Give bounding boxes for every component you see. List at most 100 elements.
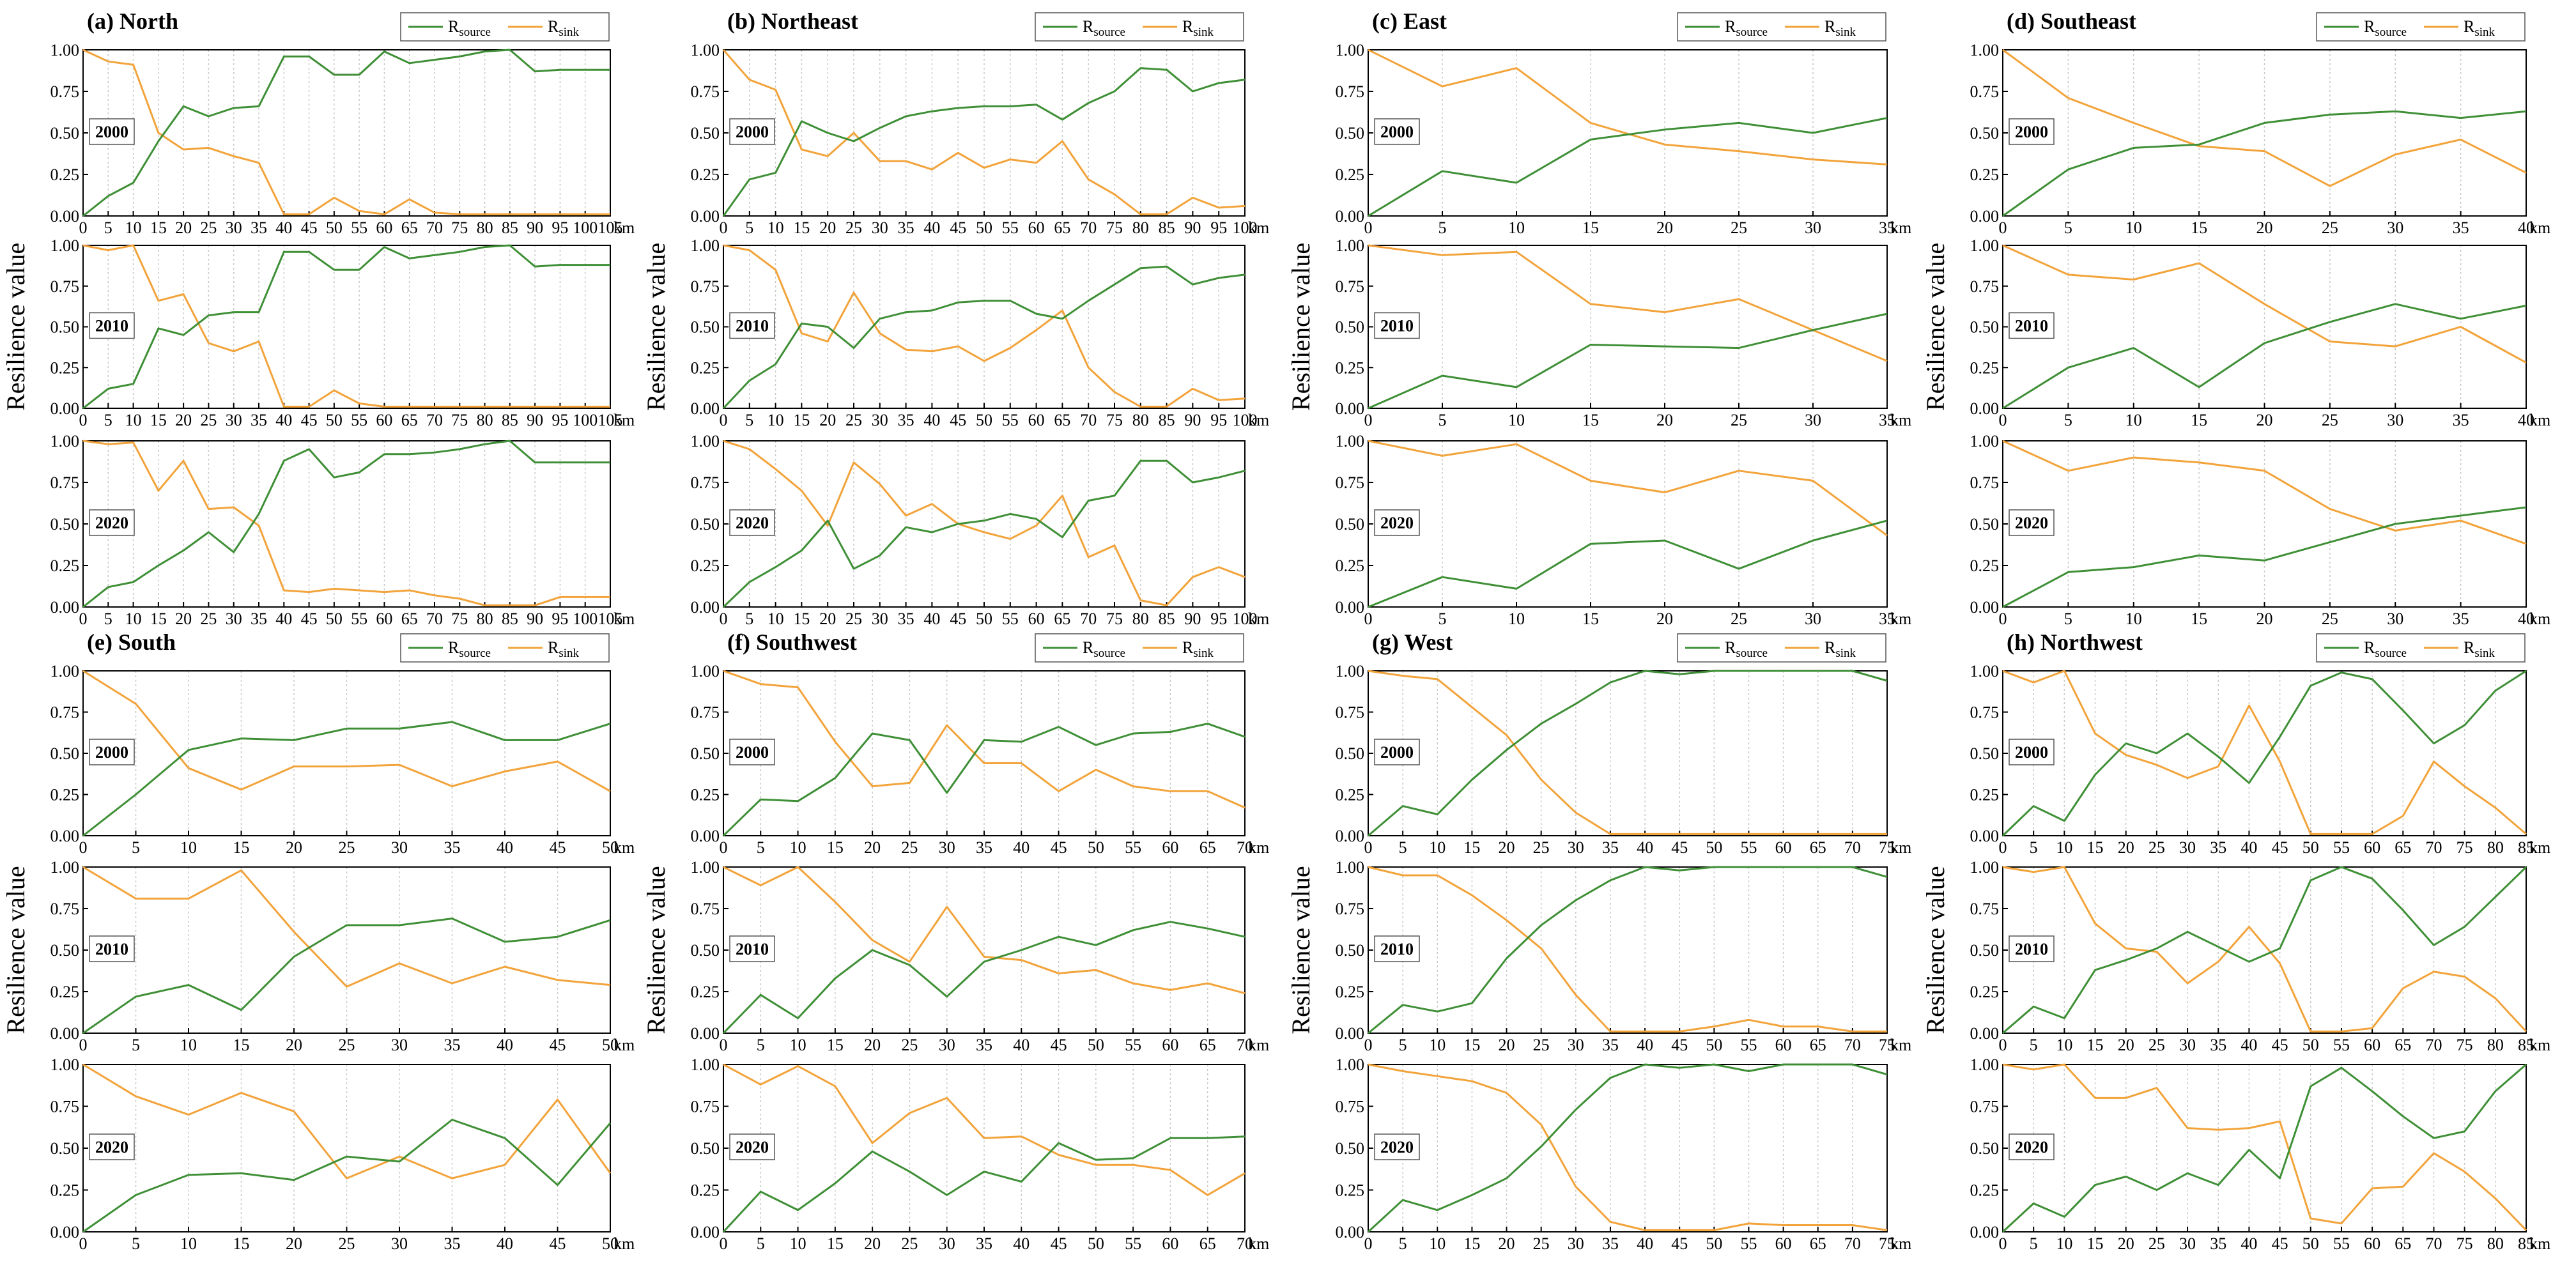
y-tick-label: 0.50 <box>1970 744 2000 763</box>
x-tick-label: 30 <box>226 610 242 628</box>
series-line-R-sink <box>2002 440 2527 545</box>
year-label-box <box>2009 1133 2055 1160</box>
x-tick-label: 35 <box>1602 1234 1619 1253</box>
x-tick-label: 80 <box>1132 411 1149 429</box>
legend-sink-label: Rsink <box>1824 17 1856 39</box>
x-tick-label: 100 <box>1233 610 1258 628</box>
x-tick-label: 85 <box>2518 1036 2534 1054</box>
x-tick-label: 50 <box>976 411 992 429</box>
x-unit-label: km <box>613 1036 635 1054</box>
y-tick-label: 0.25 <box>1970 983 2000 1001</box>
x-tick-label: 50 <box>2302 1036 2319 1054</box>
x-tick-label: 0 <box>1364 1234 1373 1253</box>
x-tick-label: 35 <box>898 610 914 628</box>
y-tick-label: 0.50 <box>1970 941 2000 960</box>
x-tick-label: 35 <box>444 1234 461 1253</box>
x-tick-label: 95 <box>1210 411 1227 429</box>
y-tick-label: 0.00 <box>691 1223 720 1241</box>
x-tick-label: 45 <box>1051 838 1067 857</box>
x-tick-label: 80 <box>2487 1036 2504 1054</box>
y-tick-label: 0.50 <box>1336 744 1365 763</box>
y-tick-label: 1.00 <box>1336 236 1365 255</box>
x-tick-label: 85 <box>1159 411 1175 429</box>
x-tick-label: 40 <box>1013 1036 1030 1054</box>
subplot-2000: 0.00 0.25 0.50 0.75 1.00 0 5 10 15 20 25 30 35 40 45 50… <box>1336 662 1912 857</box>
year-label-box <box>89 118 135 145</box>
legend-sink-label-subscript: sink <box>1835 647 1856 660</box>
x-tick-label: 15 <box>1463 1234 1480 1253</box>
x-tick-label: 75 <box>1106 411 1123 429</box>
year-label: 2010 <box>736 317 769 335</box>
x-tick-label: 50 <box>976 219 992 237</box>
x-tick-label: 70 <box>2425 838 2442 857</box>
x-tick-label: 0 <box>1364 1036 1373 1054</box>
plot-frame <box>1368 670 1888 836</box>
x-tick-label: 10 <box>2056 1036 2072 1054</box>
x-tick-label: 20 <box>2118 838 2134 857</box>
x-tick-label: 65 <box>1199 1234 1216 1253</box>
x-tick-label: 45 <box>2272 1036 2288 1054</box>
x-tick-label: 80 <box>1132 610 1149 628</box>
y-tick-label: 1.00 <box>1970 41 2000 59</box>
series-line-R-sink <box>723 1063 1246 1196</box>
x-tick-label: 25 <box>901 1234 918 1253</box>
x-tick-label: 25 <box>200 219 217 237</box>
x-tick-label: 85 <box>502 219 518 237</box>
year-label-box <box>729 1133 775 1160</box>
x-tick-label: 25 <box>2322 219 2338 237</box>
x-tick-label: 55 <box>1740 1036 1757 1054</box>
x-tick-label: 55 <box>1125 1234 1141 1253</box>
x-tick-label: 45 <box>950 411 966 429</box>
subplot-2010: 0.00 0.25 0.50 0.75 1.00 0 5 10 15 20 25 30 35 40 45 50… <box>691 858 1270 1054</box>
series-line-R-source <box>722 921 1246 1034</box>
y-tick-label: 0.25 <box>1336 557 1365 575</box>
x-unit-label: km <box>1890 219 1911 237</box>
y-tick-label: 0.50 <box>50 318 80 337</box>
x-tick-label: 60 <box>1775 1234 1792 1253</box>
y-tick-label: 1.00 <box>50 662 80 680</box>
y-tick-label: 0.50 <box>1970 318 2000 337</box>
legend: Rsource Rsink <box>400 12 610 42</box>
series-line-R-sink <box>1368 1063 1888 1231</box>
x-tick-label: 40 <box>2241 1036 2257 1054</box>
panel-title: (d) Southeast <box>2007 8 2136 34</box>
y-tick-label: 0.25 <box>1336 983 1365 1001</box>
series-line-R-source <box>82 49 610 217</box>
x-tick-label: 90 <box>1184 610 1201 628</box>
series-line-R-source <box>2002 303 2527 410</box>
y-tick-label: 0.75 <box>50 1098 80 1116</box>
plot-frame <box>2002 440 2527 608</box>
x-tick-label: 40 <box>923 411 940 429</box>
y-tick-label: 0.25 <box>1970 358 2000 377</box>
subplot-2020: 0.00 0.25 0.50 0.75 1.00 0 5 10 15 20 25 30 35 40 45 50… <box>691 1056 1270 1253</box>
x-tick-label: 20 <box>2256 610 2273 628</box>
y-axis-label: Resilience value <box>642 866 670 1034</box>
x-tick-label: 75 <box>1879 1036 1895 1054</box>
y-tick-label: 0.75 <box>691 1098 720 1116</box>
x-tick-label: 10 <box>767 411 784 429</box>
x-tick-label: 30 <box>391 1036 408 1054</box>
x-tick-label: 10 <box>790 838 806 857</box>
y-tick-label: 0.00 <box>691 598 720 617</box>
series-line-R-source <box>722 1135 1246 1233</box>
x-tick-label: 25 <box>2148 1234 2165 1253</box>
year-label: 2010 <box>736 940 769 958</box>
legend-sink-label: Rsink <box>1182 638 1214 660</box>
series-line-R-source <box>2002 866 2527 1034</box>
x-tick-label: 35 <box>1602 1036 1619 1054</box>
x-tick-label: 40 <box>1013 838 1030 857</box>
x-tick-label: 35 <box>976 838 992 857</box>
y-tick-label: 0.75 <box>1336 900 1365 918</box>
x-tick-label: 15 <box>793 411 810 429</box>
y-tick-label: 0.50 <box>1336 515 1365 534</box>
x-tick-label: 5 <box>757 838 765 857</box>
subplot-2020: 0.00 0.25 0.50 0.75 1.00 0 5 10 15 20 25 30 35 40 45 50… <box>1970 1056 2551 1253</box>
plot-frame <box>82 440 611 608</box>
x-tick-label: 20 <box>286 838 302 857</box>
y-tick-label: 0.50 <box>50 515 80 534</box>
y-tick-label: 0.25 <box>1336 358 1365 377</box>
x-tick-label: 25 <box>1731 610 1747 628</box>
